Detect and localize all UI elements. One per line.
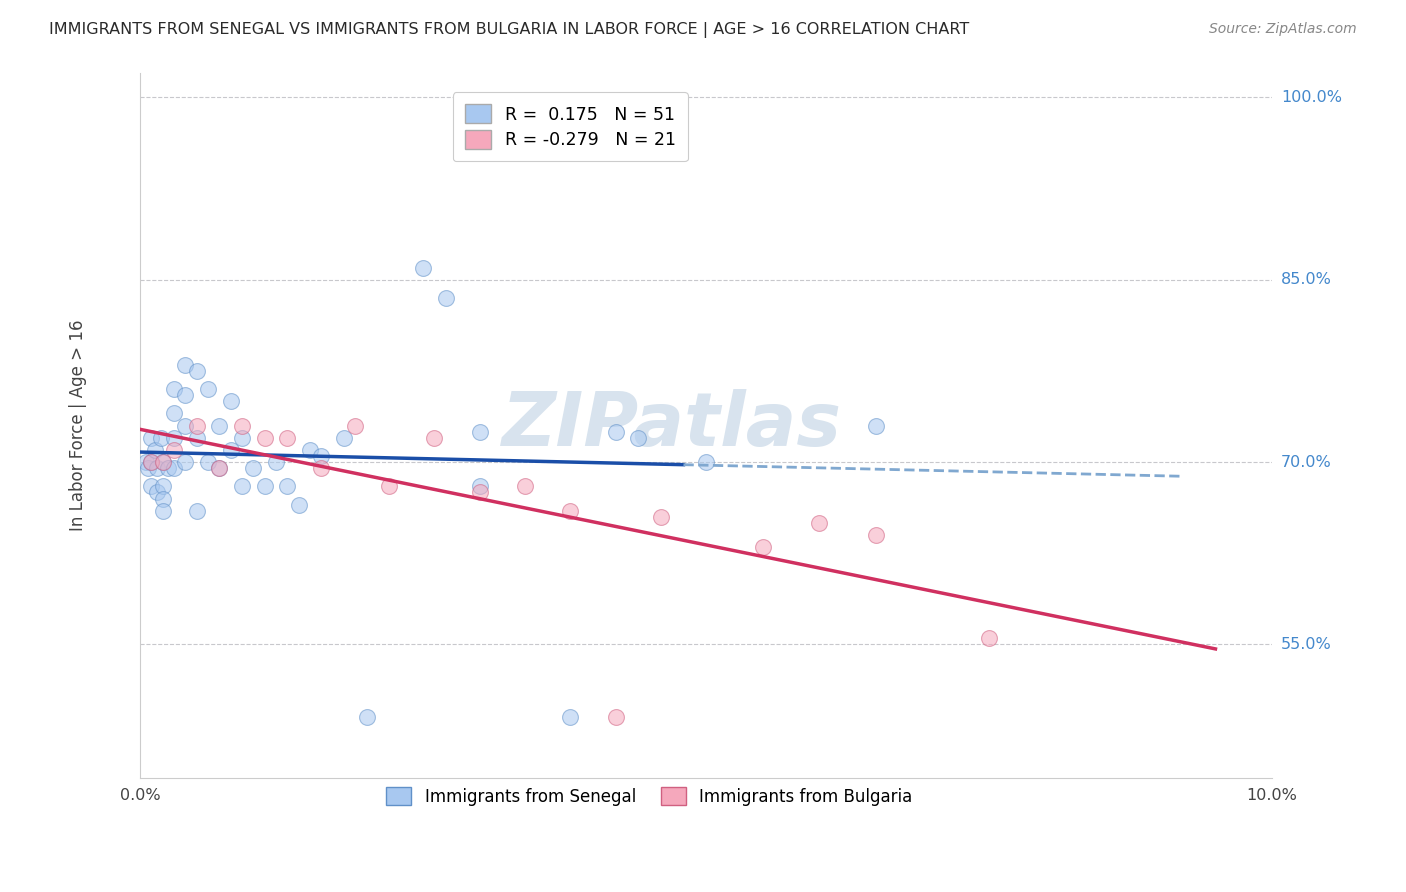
Point [152,504,174,518]
Point [253,479,276,493]
Text: Source: ZipAtlas.com: Source: ZipAtlas.com [1209,22,1357,37]
Point [808,516,831,530]
Text: 55.0%: 55.0% [1281,637,1331,652]
Point [434,291,457,305]
Point [344,418,367,433]
Point [152,455,174,469]
Point [276,431,298,445]
Point [865,418,887,433]
Point [149,431,172,445]
Point [264,455,287,469]
Point [135,455,157,469]
Point [141,431,163,445]
Point [276,479,298,493]
Point [333,431,356,445]
Point [174,418,197,433]
Point [356,710,378,724]
Point [231,479,253,493]
Point [141,455,163,469]
Point [208,461,231,475]
Point [378,479,401,493]
Point [174,455,197,469]
Point [253,431,276,445]
Point [298,442,321,457]
Point [513,479,536,493]
Point [219,394,242,409]
Point [136,461,159,475]
Point [468,485,491,500]
Point [152,479,174,493]
Legend: Immigrants from Senegal, Immigrants from Bulgaria: Immigrants from Senegal, Immigrants from… [377,777,922,816]
Point [650,509,672,524]
Point [163,442,186,457]
Text: 100.0%: 100.0% [1281,90,1343,104]
Point [186,504,208,518]
Point [287,498,309,512]
Point [977,632,1000,646]
Text: 85.0%: 85.0% [1281,272,1331,287]
Text: 70.0%: 70.0% [1281,455,1331,469]
Point [468,479,491,493]
Text: IMMIGRANTS FROM SENEGAL VS IMMIGRANTS FROM BULGARIA IN LABOR FORCE | AGE > 16 CO: IMMIGRANTS FROM SENEGAL VS IMMIGRANTS FR… [49,22,970,38]
Point [208,418,231,433]
Point [186,364,208,378]
Point [242,461,264,475]
Point [208,461,231,475]
Point [143,442,166,457]
Point [627,431,650,445]
Point [186,418,208,433]
Point [751,540,773,554]
Point [695,455,717,469]
Point [152,491,174,506]
Point [605,710,627,724]
Point [468,425,491,439]
Point [163,407,186,421]
Point [423,431,446,445]
Point [231,431,253,445]
Point [605,425,627,439]
Point [174,358,197,372]
Point [311,449,333,463]
Text: ZIPatlas: ZIPatlas [502,389,842,462]
Point [197,455,219,469]
Point [163,382,186,396]
Point [163,431,186,445]
Text: 0.0%: 0.0% [120,788,160,803]
Point [197,382,219,396]
Point [865,528,887,542]
Point [560,710,582,724]
Text: In Labor Force | Age > 16: In Labor Force | Age > 16 [69,320,87,532]
Point [141,455,163,469]
Point [146,485,169,500]
Point [157,461,180,475]
Point [219,442,242,457]
Point [141,479,163,493]
Text: 10.0%: 10.0% [1247,788,1298,803]
Point [152,455,174,469]
Point [311,461,333,475]
Point [186,431,208,445]
Point [163,461,186,475]
Point [560,504,582,518]
Point [146,461,169,475]
Point [174,388,197,402]
Point [231,418,253,433]
Point [412,260,434,275]
